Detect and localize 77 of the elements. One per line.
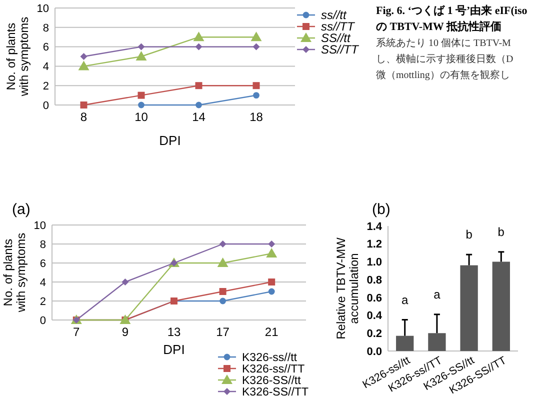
chart-title: (a): [12, 201, 30, 218]
caption: Fig. 6. ‘つくば 1 号’由来 eIF(iso: [376, 4, 528, 17]
text: 系統あたり 10 個体に TBTV-M: [376, 37, 512, 49]
y-tick-label: 0.0: [366, 346, 382, 358]
x-axis-title: DPI: [163, 342, 185, 357]
x-tick-label: 21: [264, 325, 279, 339]
point: [217, 258, 228, 267]
point: [122, 278, 129, 286]
y-tick-label: 8: [40, 238, 46, 251]
annotation: a: [434, 287, 441, 302]
point: [80, 102, 88, 108]
legend-label: SS//TT: [321, 42, 360, 57]
x-axis-title: DPI: [159, 133, 181, 148]
y-tick-label: 6: [40, 258, 46, 270]
y-axis-title: Relative TBTV-MW accumulation: [334, 236, 361, 340]
point: [138, 102, 144, 108]
y-axis-title: No. of plants with symptoms: [1, 232, 28, 314]
bar: [396, 336, 414, 351]
x-tick-label: 18: [250, 110, 264, 124]
y-tick-label: 8: [42, 22, 49, 34]
point: [138, 92, 145, 99]
point: [219, 240, 226, 248]
text: 微（mottling）の有無を観察し: [376, 69, 510, 81]
point: [268, 240, 276, 248]
bar: [492, 262, 510, 351]
y-tick-label: 1.4: [366, 220, 383, 233]
point: [252, 43, 260, 50]
annotation: a: [402, 292, 409, 307]
x-tick-label: 8: [80, 110, 88, 124]
y-tick-label: 10: [34, 220, 46, 232]
y-tick-label: 6: [42, 42, 49, 54]
point: [80, 53, 88, 60]
y-tick-label: 0.8: [366, 274, 382, 286]
point: [252, 82, 260, 90]
legend-label: ss//TT: [321, 20, 356, 34]
x-tick-label: 17: [216, 325, 230, 339]
point: [250, 32, 262, 42]
point: [138, 43, 145, 50]
y-tick-label: 1.2: [366, 238, 382, 251]
point: [136, 51, 147, 60]
y-tick-label: 0: [42, 100, 49, 112]
point: [196, 102, 202, 108]
bar: [428, 333, 446, 351]
point: [219, 288, 226, 295]
y-tick-label: 2: [40, 296, 46, 308]
point: [268, 278, 276, 286]
y-tick-label: 2: [42, 80, 49, 92]
x-tick-label: 7: [73, 325, 80, 339]
point: [266, 248, 278, 258]
y-tick-label: 1.0: [366, 256, 382, 269]
point: [195, 82, 202, 90]
y-tick-label: 0.6: [366, 292, 382, 304]
text: し、横軸に示す接種後日数（D: [376, 53, 514, 65]
point: [78, 60, 90, 70]
point: [253, 92, 260, 98]
chart-title: (b): [372, 201, 390, 218]
point: [268, 288, 275, 295]
x-tick-label: 10: [134, 110, 148, 124]
point: [193, 32, 204, 42]
y-tick-label: 4: [42, 61, 49, 74]
x-tick-label: 9: [122, 325, 129, 339]
legend-label: ss//tt: [321, 8, 347, 22]
y-axis-title: No. of plants with symptoms: [4, 16, 31, 98]
x-tick-label: 14: [192, 110, 206, 124]
annotation: b: [466, 228, 473, 242]
y-tick-label: 0.4: [366, 310, 383, 322]
text: の TBTV-MW 抵抗性評価: [376, 20, 502, 33]
y-tick-label: 10: [36, 2, 49, 15]
legend-label: SS//tt: [321, 31, 352, 46]
point: [220, 298, 226, 304]
annotation: b: [498, 224, 505, 239]
y-tick-label: 0: [40, 314, 46, 327]
x-tick-label: 13: [167, 325, 181, 339]
y-tick-label: 0.2: [366, 328, 382, 340]
point: [195, 43, 202, 50]
bar: [460, 265, 478, 351]
y-tick-label: 4: [40, 276, 46, 289]
